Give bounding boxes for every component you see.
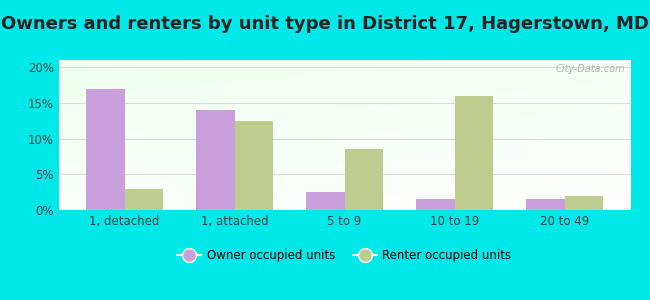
Text: City-Data.com: City-Data.com <box>555 64 625 74</box>
Bar <box>86 88 125 210</box>
Bar <box>196 110 235 210</box>
Text: Owners and renters by unit type in District 17, Hagerstown, MD: Owners and renters by unit type in Distr… <box>1 15 649 33</box>
Bar <box>564 196 603 210</box>
Bar <box>306 192 344 210</box>
Legend: Owner occupied units, Renter occupied units: Owner occupied units, Renter occupied un… <box>173 245 516 267</box>
Bar <box>344 149 383 210</box>
Bar <box>125 189 163 210</box>
Bar <box>416 199 454 210</box>
Bar <box>526 199 564 210</box>
Bar <box>454 96 493 210</box>
Bar <box>235 121 273 210</box>
